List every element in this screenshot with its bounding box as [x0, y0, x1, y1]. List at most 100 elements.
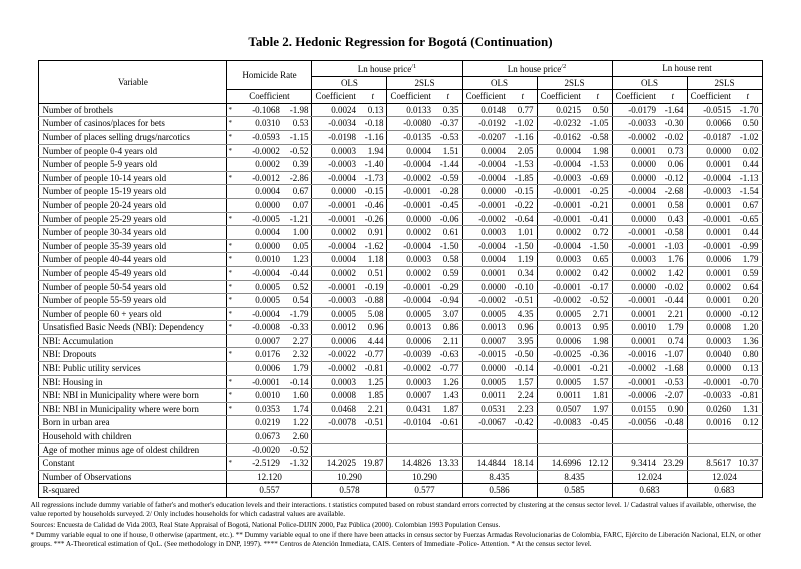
t-value: -1.50	[584, 239, 613, 254]
coefficient-value: -0.0179	[611, 103, 660, 118]
t-value: -0.63	[433, 347, 462, 363]
coefficient-value: -0.0004	[311, 171, 359, 186]
coefficient-value: -0.0001	[611, 375, 660, 390]
coefficient-value: 0.0215	[536, 103, 584, 118]
t-value: 1.20	[734, 320, 763, 335]
t-value: -0.94	[433, 293, 462, 308]
coefficient-value: 0.0468	[311, 402, 359, 417]
t-value: -0.14	[282, 375, 312, 390]
coefficient-value: -0.0002	[461, 293, 509, 308]
header-ols-price1: OLS	[311, 76, 387, 91]
coefficient-value: 0.0004	[235, 225, 283, 240]
t-value: 0.54	[282, 293, 312, 308]
t-value: 0.59	[734, 266, 763, 281]
coefficient-value: 0.0219	[235, 415, 283, 431]
table-row: Number of people 5-9 years old 0.0002 0.39…	[38, 157, 763, 172]
t-value: 2.21	[659, 307, 688, 322]
coefficient-value: -0.0001	[536, 280, 584, 295]
t-value: 0.50	[584, 103, 613, 118]
census-sector-marker	[226, 334, 236, 349]
t-value: 5.08	[358, 307, 387, 322]
header-ln-house-price-1-sup: /1	[411, 63, 417, 70]
census-sector-marker: *	[226, 252, 236, 267]
coefficient-value	[461, 429, 509, 444]
t-value: -0.17	[584, 280, 613, 295]
t-value: 1.01	[509, 225, 537, 240]
coefficient-value: -0.0002	[235, 144, 283, 159]
t-value: -0.48	[659, 415, 688, 431]
coefficient-value: -0.0056	[611, 415, 660, 431]
coefficient-value: 0.0013	[536, 320, 584, 335]
header-ln-house-rent: Ln house rent	[611, 60, 763, 77]
coefficient-value: -0.0001	[611, 225, 660, 240]
coefficient-value: 0.0010	[611, 320, 660, 335]
coefficient-value: -0.0004	[536, 157, 584, 172]
summary-value: 0.586	[461, 483, 537, 498]
coefficient-value: -0.0002	[611, 130, 660, 145]
variable-label: NBI: Housing in	[38, 375, 227, 390]
coefficient-value: 0.0004	[461, 144, 509, 159]
coefficient-value	[536, 429, 584, 444]
t-value: 1.79	[734, 252, 763, 267]
coefficient-value: 0.0002	[386, 266, 434, 281]
t-value: 1.57	[509, 375, 537, 390]
t-value: -0.81	[358, 361, 387, 376]
coefficient-value: -0.0004	[536, 239, 584, 254]
coefficient-value: -0.0001	[311, 198, 359, 213]
footnote-symbols: * Dummy variable equal to one if house, …	[30, 531, 762, 549]
summary-value: 0.578	[311, 483, 387, 498]
t-value: -1.54	[734, 184, 763, 199]
coefficient-value: -0.0104	[386, 415, 434, 431]
coefficient-value: -0.0001	[235, 375, 283, 390]
table-row: Number of people 55-59 years old * 0.0005 0…	[38, 293, 763, 308]
footnote-sources: Sources: Encuesta de Calidad de Vida 200…	[30, 520, 501, 529]
coefficient-value: -0.0192	[461, 116, 509, 131]
t-value: -0.77	[433, 361, 462, 376]
coefficient-value: -0.0004	[686, 171, 735, 186]
t-value: -0.02	[659, 280, 688, 295]
t-value: 0.51	[358, 266, 387, 281]
coefficient-value: 0.0001	[686, 157, 735, 172]
census-sector-marker	[226, 361, 236, 376]
table-row: Household with children 0.0673 2.60	[38, 429, 763, 444]
t-value	[734, 429, 763, 444]
coefficient-value	[611, 429, 660, 444]
t-value: 2.60	[282, 429, 312, 444]
coefficient-value: -0.0004	[386, 157, 434, 172]
variable-label: Number of people 15-19 years old	[38, 184, 227, 199]
coefficient-value: 0.0004	[536, 144, 584, 159]
t-value: -0.29	[433, 280, 462, 295]
summary-value: 0.683	[611, 483, 688, 498]
coefficient-value: 0.0507	[536, 402, 584, 417]
coefficient-value: -0.0020	[235, 443, 283, 458]
header-t: t	[734, 89, 763, 104]
coefficient-value: -0.0033	[611, 116, 660, 131]
footnotes: All regressions include dummy variable o…	[31, 501, 771, 550]
coefficient-value: 0.0013	[461, 320, 509, 335]
t-value: 2.21	[358, 402, 387, 417]
coefficient-value: -0.0005	[235, 212, 283, 227]
t-value: -1.50	[433, 239, 462, 254]
t-value: 0.52	[282, 280, 312, 295]
variable-label: Constant	[38, 456, 227, 471]
t-value: -0.59	[433, 171, 462, 186]
t-value: 1.76	[659, 252, 688, 267]
t-value: 0.90	[659, 402, 688, 417]
t-value: -1.79	[282, 307, 312, 322]
table-row: Number of people 25-29 years old * -0.0005…	[38, 212, 763, 227]
t-value: -0.41	[584, 212, 613, 227]
t-value: -1.85	[509, 171, 537, 186]
variable-label: Number of people 30-34 years old	[38, 225, 227, 240]
coefficient-value: -0.0012	[235, 171, 283, 186]
t-value: -0.64	[509, 212, 537, 227]
t-value: 2.71	[584, 307, 613, 322]
t-label: t	[596, 91, 600, 102]
table-row: Number of people 10-14 years old * -0.0012…	[38, 171, 763, 186]
t-value: -0.02	[659, 130, 688, 145]
t-value	[433, 443, 462, 458]
header-coefficient: Coefficient	[461, 89, 509, 104]
coefficient-value	[536, 443, 584, 458]
coefficient-value: -0.0078	[311, 415, 359, 431]
t-value: -0.30	[659, 116, 688, 131]
table-row: NBI: Dropouts * 0.0176 2.32 -0.0022 -0.77 -0.0…	[38, 347, 763, 363]
